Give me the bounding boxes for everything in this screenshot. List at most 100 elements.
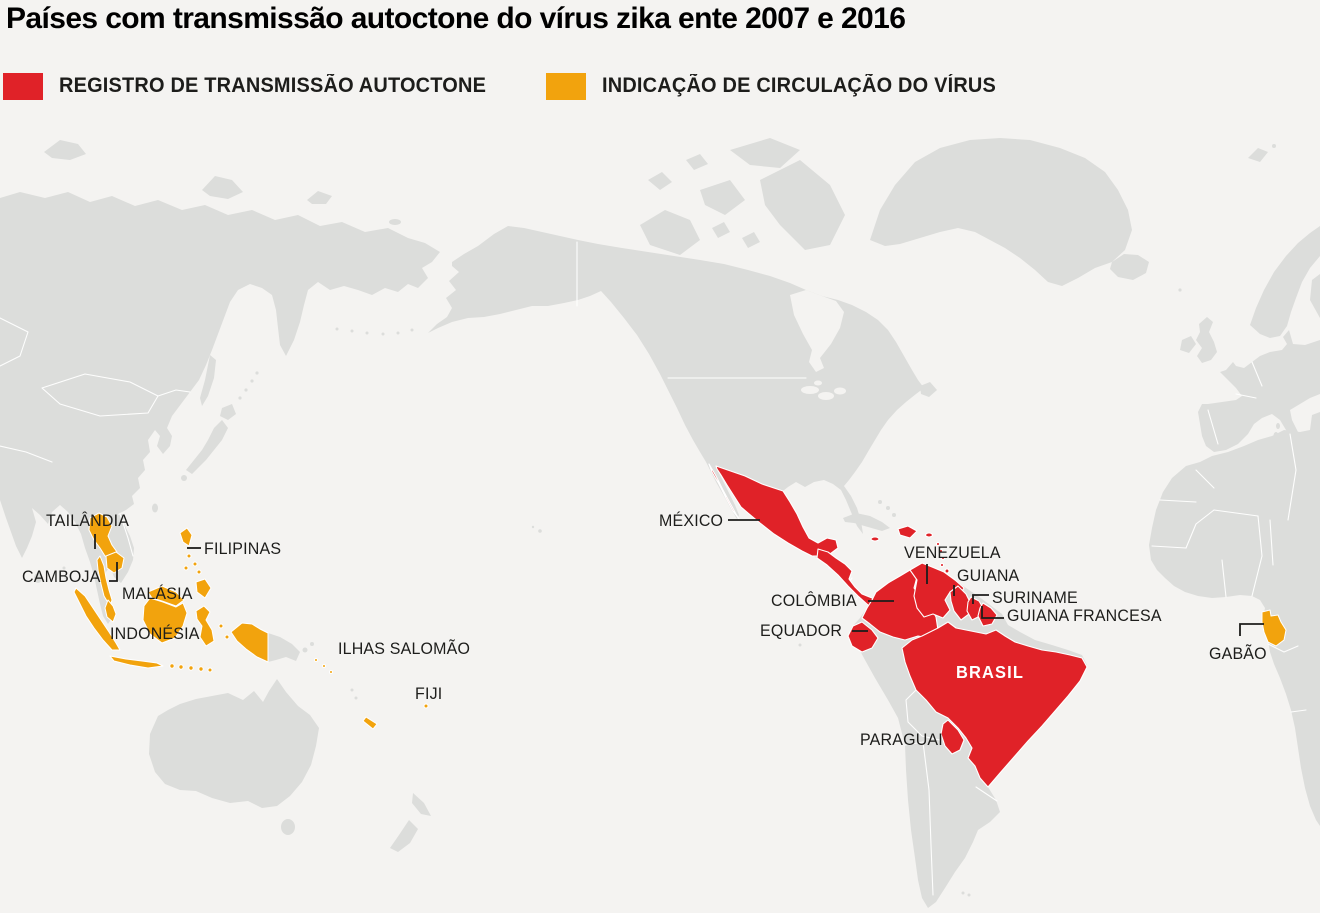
border-russia-china [157, 389, 191, 397]
region-fiji [423, 703, 429, 709]
sunda-islet [198, 666, 204, 672]
region-sakhalin [200, 355, 216, 406]
region-ireland [1180, 336, 1196, 353]
region-kalimantan [142, 597, 188, 644]
faroe-islet [1178, 288, 1182, 292]
solomon-islet [314, 658, 318, 662]
region-ecuador [847, 621, 879, 653]
region-kyushu [181, 475, 187, 481]
falkland-islet [967, 893, 971, 897]
region-uk [1196, 317, 1217, 363]
region-paraguay [940, 719, 965, 755]
region-gabon [1261, 609, 1287, 647]
region-hispaniola [897, 525, 918, 539]
border-central-asia [0, 317, 29, 367]
circulation-color-swatch [546, 72, 586, 100]
svalbard-islet [1272, 144, 1276, 148]
border-congo [1267, 643, 1299, 653]
antilles-islet [938, 548, 944, 554]
border-morocco-algeria [1195, 469, 1215, 489]
border-angola [1290, 709, 1307, 713]
hawaii-islet [531, 525, 535, 529]
aleutian-islet [410, 328, 414, 332]
kuril-island [244, 388, 248, 392]
philippine-islet [192, 561, 198, 567]
region-malaysia-peninsula [104, 599, 117, 623]
border-india-china [0, 445, 53, 463]
region-brazil [901, 621, 1088, 788]
hawaii-islet [538, 529, 542, 533]
legend-item-circulation: INDICAÇÃO DE CIRCULAÇÃO DO VÍRUS [546, 72, 1017, 100]
moluccas-islet [224, 634, 230, 640]
great-lake [814, 380, 822, 386]
philippine-islet [183, 565, 189, 571]
circulation-regions [73, 512, 1287, 730]
region-malaysia-borneo [147, 585, 185, 607]
aleutian-islet [350, 329, 354, 333]
region-baja-california [708, 463, 740, 520]
border-france-spain [1235, 393, 1257, 399]
region-trinidad [944, 568, 950, 574]
region-puerto-rico [924, 532, 934, 538]
transmission-color-swatch [3, 72, 43, 100]
leader-line-suriname [972, 594, 989, 604]
border-bolivia-chile [904, 741, 924, 746]
region-venezuela [909, 562, 965, 619]
border-uruguay [975, 786, 998, 802]
bahamas-islet [886, 506, 890, 510]
label-leader-lines [94, 519, 1264, 636]
bahamas-islet [892, 513, 896, 517]
region-java [109, 655, 164, 669]
leader-line-camboja [109, 562, 118, 582]
region-japan [186, 404, 236, 474]
region-australia [149, 679, 319, 808]
region-new-caledonia [362, 716, 378, 730]
leader-line-guiana-francesa [981, 606, 1004, 619]
galapagos-islet [798, 643, 802, 647]
solomon-islet [329, 670, 333, 674]
border-bolivia [905, 689, 941, 741]
antilles-islet [939, 562, 945, 568]
region-papua-new-guinea [268, 633, 300, 662]
region-scandinavia [1250, 226, 1320, 338]
vanuatu-island [350, 688, 354, 692]
border-ghana [1221, 559, 1227, 598]
aleutian-islet [365, 331, 369, 335]
aleutian-islet [335, 327, 339, 331]
border-nigeria-niger [1251, 515, 1263, 597]
border-portugal-spain [1207, 409, 1219, 445]
great-lake [834, 387, 846, 395]
kuril-island [255, 371, 259, 375]
inland-water [790, 290, 846, 400]
solomon-islet [322, 664, 326, 668]
canary-islet [1162, 492, 1166, 496]
region-africa [1149, 428, 1320, 826]
region-cambodia [105, 551, 125, 574]
border-algeria-libya [1287, 433, 1297, 521]
antilles-islet [935, 541, 941, 547]
region-sulawesi [195, 605, 215, 647]
region-new-zealand [390, 793, 431, 852]
aleutian-islet [396, 331, 400, 335]
border-chile-argentina [922, 741, 934, 896]
border-sahel [1213, 509, 1259, 517]
new-britain-island [310, 642, 314, 646]
bahamas-islet [878, 500, 882, 504]
region-jamaica [870, 536, 880, 542]
region-canadian-arctic [640, 138, 845, 255]
region-arctic-islands [44, 140, 332, 204]
andaman-island [62, 566, 66, 570]
kuril-island [238, 396, 242, 400]
sunda-islet [207, 667, 213, 673]
border-wsahara-mauritania [1159, 499, 1197, 503]
legend-label-transmission: REGISTRO DE TRANSMISSÃO AUTOCTONE [59, 74, 487, 97]
great-lake [801, 386, 819, 394]
transmission-regions [708, 463, 1088, 788]
region-taiwan [152, 503, 158, 513]
region-thailand [88, 512, 118, 561]
region-sri-lanka [34, 573, 42, 583]
region-corsica [1276, 423, 1280, 429]
region-greenland [870, 138, 1132, 286]
andaman-island [64, 576, 68, 580]
